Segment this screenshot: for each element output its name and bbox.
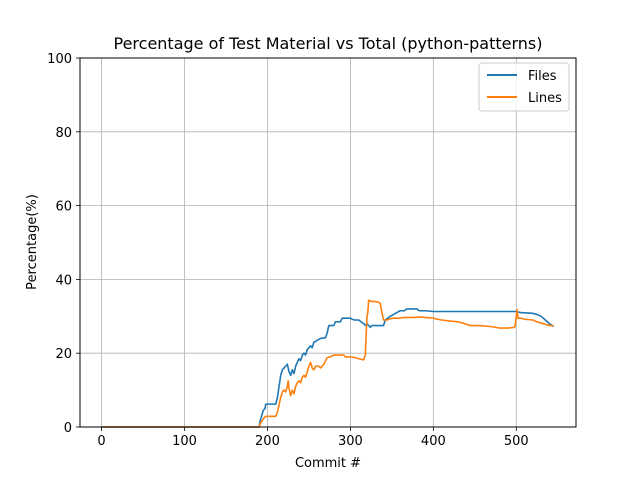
y-axis-label: Percentage(%) — [25, 194, 40, 290]
x-tick-label-0: 0 — [97, 434, 105, 449]
y-tick-label-60: 60 — [55, 200, 72, 215]
x-axis-ticks: 0 100 200 300 400 500 — [97, 427, 529, 449]
y-tick-label-20: 20 — [55, 347, 72, 362]
x-tick-label-400: 400 — [421, 434, 446, 449]
x-tick-label-300: 300 — [338, 434, 363, 449]
x-tick-label-200: 200 — [255, 434, 280, 449]
chart-title: Percentage of Test Material vs Total (py… — [114, 34, 543, 53]
grid — [80, 57, 576, 428]
y-tick-label-100: 100 — [47, 52, 72, 67]
series-lines — [101, 299, 555, 428]
series-line-lines — [101, 299, 554, 428]
series-line-files — [101, 308, 555, 428]
y-tick-label-0: 0 — [64, 421, 72, 436]
x-tick-label-500: 500 — [504, 434, 529, 449]
legend-label-files: Files — [528, 69, 557, 84]
legend: Files Lines — [478, 62, 570, 112]
y-tick-label-80: 80 — [55, 126, 72, 141]
plot-area-frame — [79, 57, 577, 428]
x-tick-label-100: 100 — [172, 434, 197, 449]
x-axis-label: Commit # — [295, 456, 361, 471]
y-axis-ticks: 0 20 40 60 80 100 — [47, 52, 80, 436]
legend-label-lines: Lines — [528, 91, 562, 106]
y-tick-label-40: 40 — [55, 273, 72, 288]
